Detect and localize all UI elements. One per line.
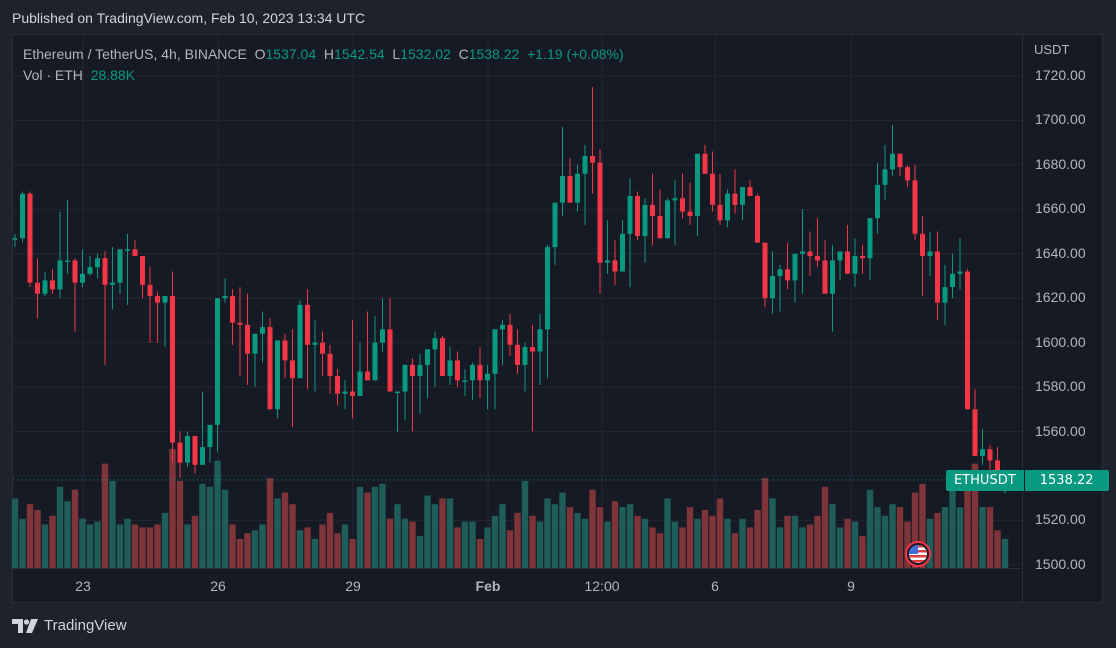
price-tag-value: 1538.22 [1024,470,1109,491]
low-value: 1532.02 [400,46,451,62]
price-tick: 1680.00 [1035,155,1086,172]
volume-row: Vol · ETH 28.88K [23,66,624,87]
price-axis-separator [1022,34,1023,603]
change-value: +1.19 (+0.08%) [527,46,624,62]
brand-name: TradingView [44,617,127,634]
close-value: 1538.22 [468,46,520,62]
us-flag-event-icon[interactable] [905,541,931,567]
price-tag-symbol: ETHUSDT [946,470,1024,491]
time-tick: 23 [75,578,91,594]
last-price-tag: ETHUSDT 1538.22 [946,470,1109,491]
ohlc-row: Ethereum / TetherUS, 4h, BINANCE O1537.0… [23,45,624,66]
price-tick: 1640.00 [1035,244,1086,261]
tradingview-footer[interactable]: TradingView [12,617,127,634]
price-tick: 1520.00 [1035,511,1086,528]
symbol-title: Ethereum / TetherUS, 4h, BINANCE [23,46,247,62]
open-label: O [254,46,266,62]
open-value: 1537.04 [265,46,317,62]
volume-value: 28.88K [90,67,136,83]
high-label: H [323,46,335,62]
price-tick: 1600.00 [1035,333,1086,350]
time-tick: 12:00 [584,578,620,594]
price-tick: 1580.00 [1035,378,1086,395]
price-tick: 1500.00 [1035,555,1086,572]
low-label: L [392,46,401,62]
price-tick: 1720.00 [1035,67,1086,83]
chart-legend: Ethereum / TetherUS, 4h, BINANCE O1537.0… [23,45,624,87]
high-value: 1542.54 [334,46,385,62]
tradingview-logo-icon [12,618,38,633]
close-label: C [458,46,469,62]
time-tick: 29 [345,578,361,594]
time-tick: 9 [847,578,855,594]
time-tick: 6 [711,578,719,594]
price-tick: 1700.00 [1035,111,1086,128]
price-tick: 1620.00 [1035,289,1086,306]
volume-label: Vol · ETH [23,67,83,83]
currency-label: USDT [1034,42,1070,57]
price-tick: 1560.00 [1035,422,1086,439]
time-tick: 26 [210,578,226,594]
price-tick: 1660.00 [1035,200,1086,217]
time-tick: Feb [475,578,501,594]
published-header: Published on TradingView.com, Feb 10, 20… [12,10,366,26]
